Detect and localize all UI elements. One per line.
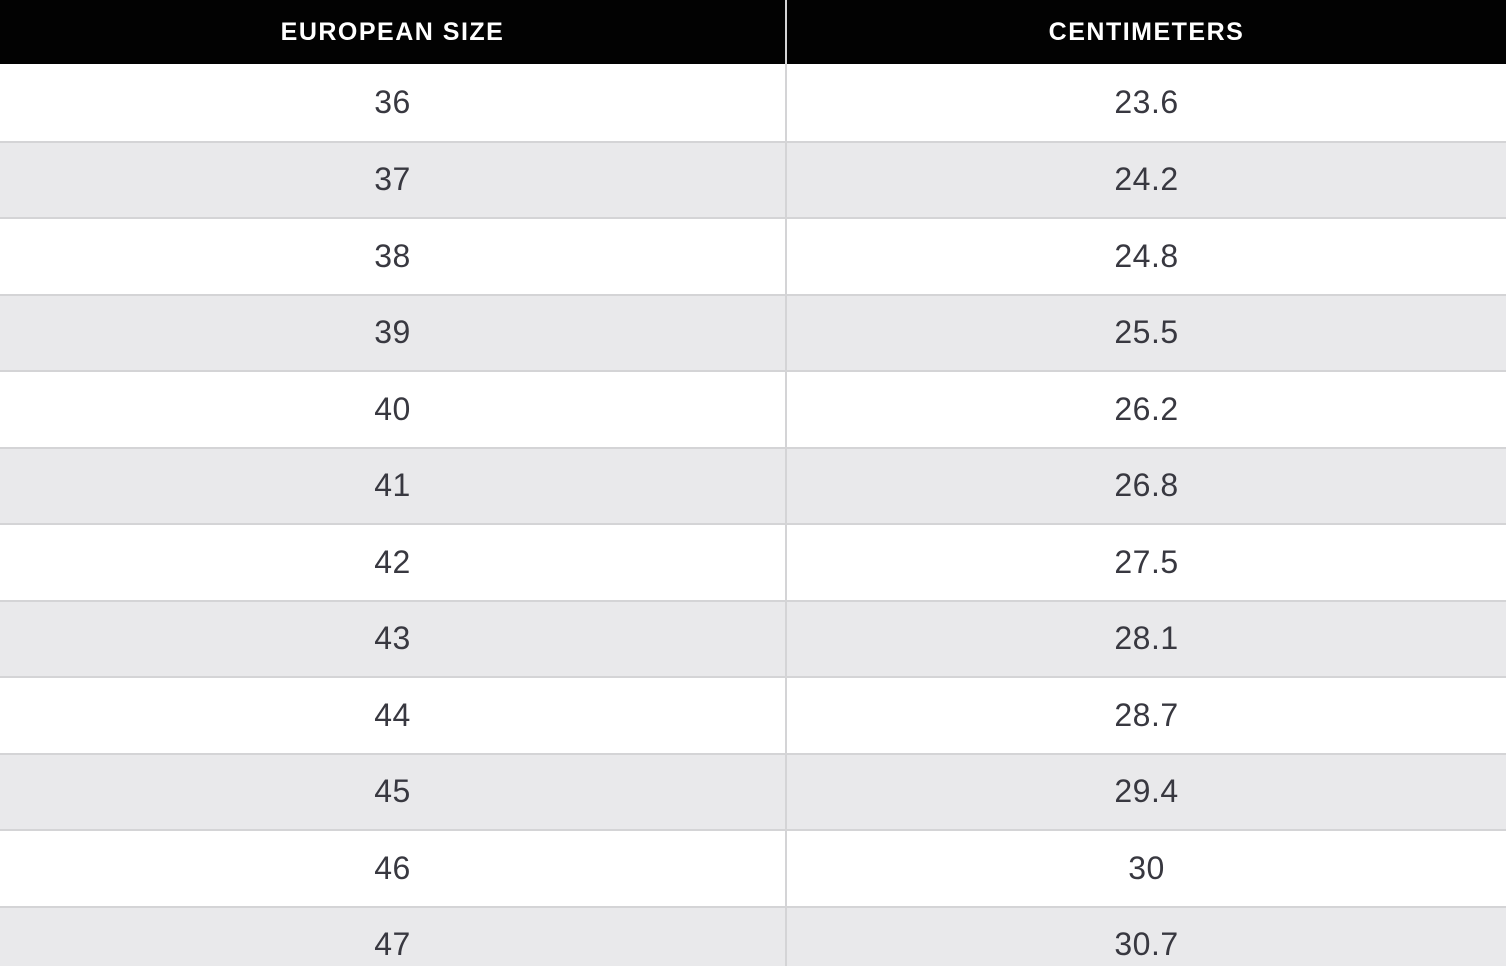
table-row: 39 25.5: [0, 293, 1506, 370]
table-row: 37 24.2: [0, 140, 1506, 217]
table-row: 36 23.6: [0, 64, 1506, 141]
table-row: 40 26.2: [0, 370, 1506, 447]
table-row: 42 27.5: [0, 523, 1506, 600]
cm-value-cell: 27.5: [1114, 543, 1179, 580]
eu-size-cell: 40: [0, 372, 787, 447]
table-row: 38 24.8: [0, 217, 1506, 294]
eu-size-cell: 42: [0, 525, 787, 600]
eu-size-cell: 38: [0, 219, 787, 294]
eu-size-cell: 44: [0, 678, 787, 753]
column-header-european-size: EUROPEAN SIZE: [0, 0, 787, 64]
cm-value-cell: 26.2: [1114, 390, 1179, 427]
cm-value-cell: 25.5: [1114, 314, 1179, 351]
table-row: 47 30.7: [0, 905, 1506, 966]
table-header-row: EUROPEAN SIZE CENTIMETERS: [0, 0, 1506, 64]
table-row: 46 30: [0, 829, 1506, 906]
eu-size-cell: 36: [0, 64, 787, 141]
cm-value-cell: 24.2: [1114, 161, 1179, 198]
cm-value-cell: 28.7: [1114, 696, 1179, 733]
column-header-centimeters: CENTIMETERS: [1048, 17, 1245, 46]
cm-value-cell: 24.8: [1114, 237, 1179, 274]
eu-size-cell: 37: [0, 142, 787, 217]
cm-value-cell: 30.7: [1114, 926, 1179, 963]
cm-value-cell: 28.1: [1114, 620, 1179, 657]
eu-size-cell: 39: [0, 295, 787, 370]
table-body: 36 23.6 37 24.2 38 24.8 39 25.5 40 26.2 …: [0, 64, 1506, 966]
eu-size-cell: 41: [0, 448, 787, 523]
table-row: 44 28.7: [0, 676, 1506, 753]
cm-value-cell: 26.8: [1114, 467, 1179, 504]
eu-size-cell: 47: [0, 907, 787, 966]
eu-size-cell: 45: [0, 754, 787, 829]
table-row: 41 26.8: [0, 446, 1506, 523]
table-row: 43 28.1: [0, 599, 1506, 676]
cm-value-cell: 30: [1128, 849, 1165, 886]
cm-value-cell: 29.4: [1114, 773, 1179, 810]
eu-size-cell: 46: [0, 831, 787, 906]
eu-size-cell: 43: [0, 601, 787, 676]
table-row: 45 29.4: [0, 752, 1506, 829]
cm-value-cell: 23.6: [1114, 83, 1179, 120]
